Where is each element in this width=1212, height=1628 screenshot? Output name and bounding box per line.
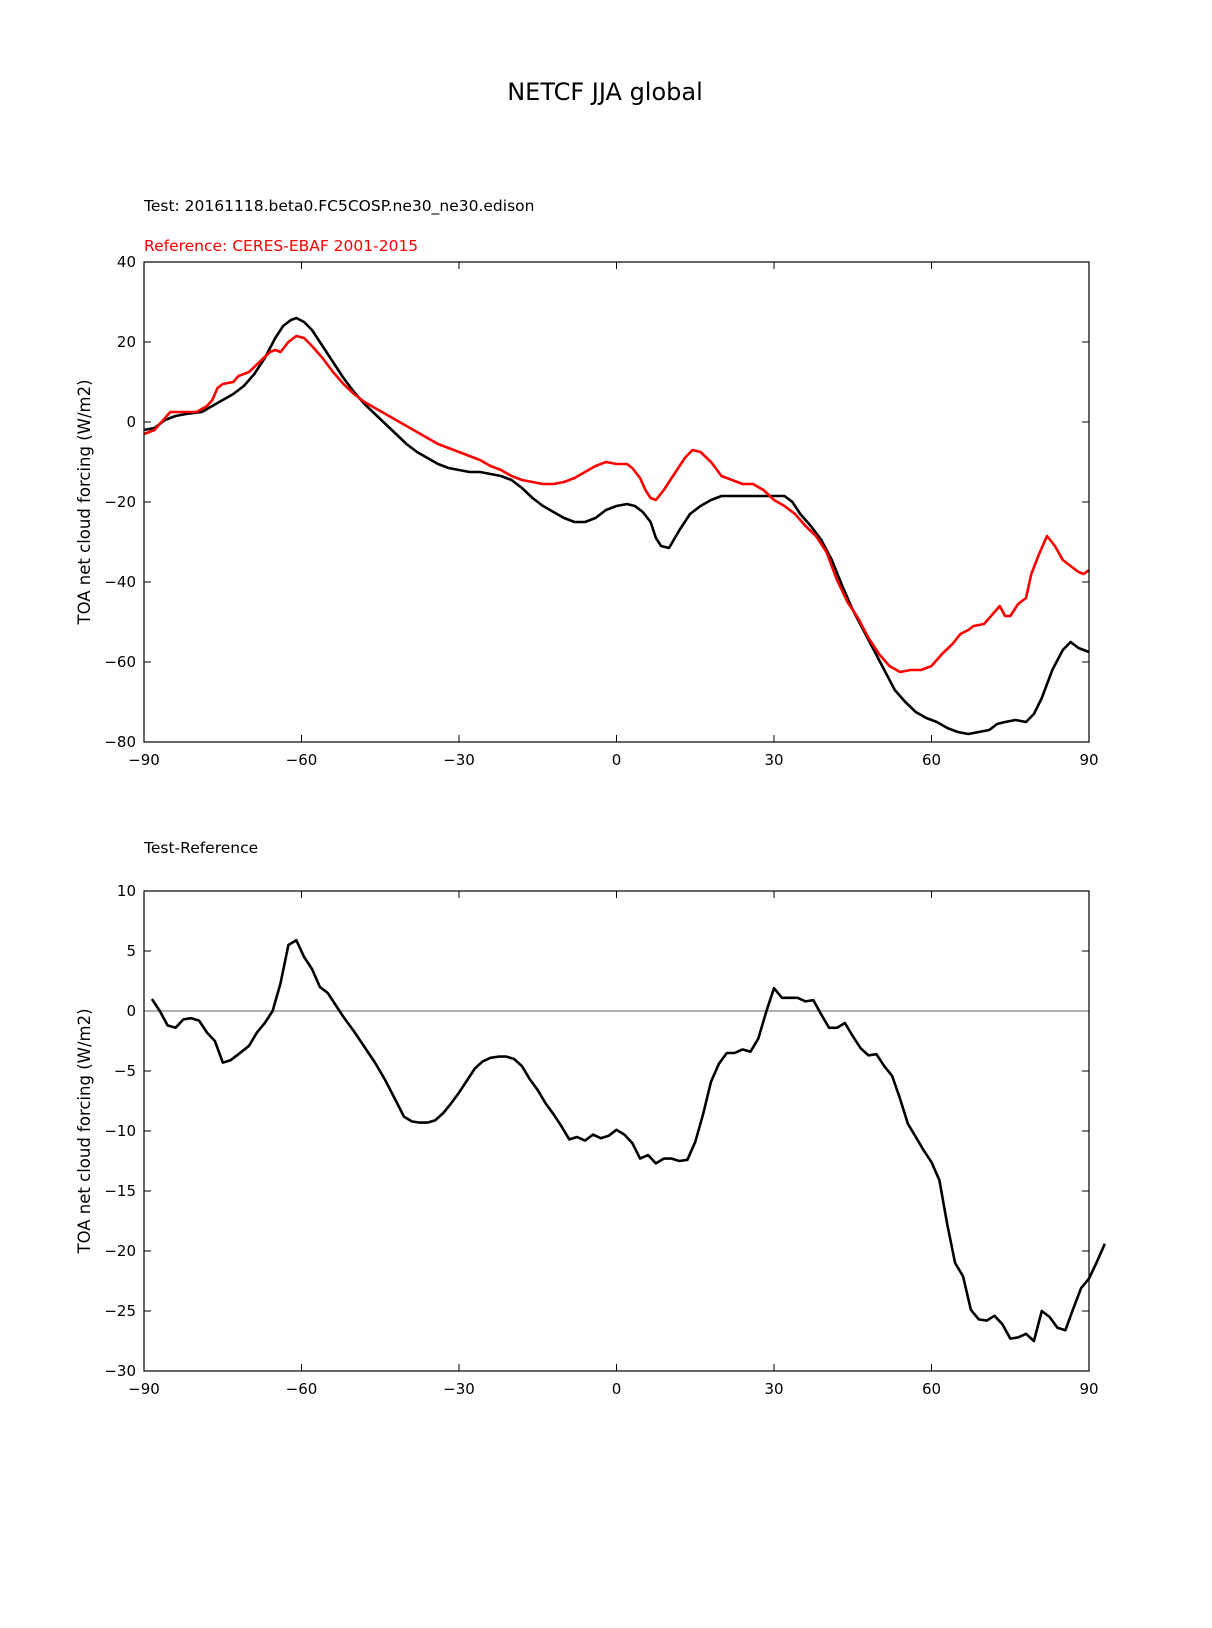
x-tick-label: 60 xyxy=(922,1380,941,1398)
x-tick-label: 30 xyxy=(764,1380,783,1398)
y-tick-label: 0 xyxy=(126,1002,136,1020)
bottom-plot-frame xyxy=(143,890,1090,1372)
top-series-lines xyxy=(143,316,1090,736)
test-series-line xyxy=(143,316,1090,736)
y-tick-label: −5 xyxy=(114,1062,136,1080)
test-series-line xyxy=(150,938,1106,1343)
reference-label: Reference: CERES-EBAF 2001-2015 xyxy=(144,237,418,255)
x-tick-label: −90 xyxy=(128,751,160,769)
y-tick-label: 5 xyxy=(126,942,136,960)
y-tick-label: 0 xyxy=(126,413,136,431)
y-tick-label: 20 xyxy=(117,333,136,351)
y-tick-label: −15 xyxy=(104,1182,136,1200)
y-tick-label: −10 xyxy=(104,1122,136,1140)
x-tick-label: 90 xyxy=(1079,1380,1098,1398)
bottom-y-axis-label: TOA net cloud forcing (W/m2) xyxy=(75,1008,94,1254)
x-tick-label: 0 xyxy=(612,1380,622,1398)
x-tick-label: −60 xyxy=(286,751,318,769)
y-tick-label: 40 xyxy=(117,253,136,271)
figure-title: NETCF JJA global xyxy=(507,78,703,106)
top-y-axis-label: TOA net cloud forcing (W/m2) xyxy=(75,379,94,625)
test-label: Test: 20161118.beta0.FC5COSP.ne30_ne30.e… xyxy=(143,197,534,216)
x-tick-label: 0 xyxy=(612,751,622,769)
bottom-axis-ticks: −90 −60 −30 0 30 60 90 −30 −25 −20 −15 −10 −5 0 5 10 xyxy=(104,882,1098,1398)
x-tick-label: −30 xyxy=(443,1380,475,1398)
bottom-panel: Test-Reference −90 −60 −30 0 30 60 90 −30 −25 −20… xyxy=(75,839,1106,1398)
x-tick-label: 90 xyxy=(1079,751,1098,769)
y-tick-label: −20 xyxy=(104,493,136,511)
x-tick-label: −90 xyxy=(128,1380,160,1398)
difference-label: Test-Reference xyxy=(143,839,258,857)
x-tick-label: −30 xyxy=(443,751,475,769)
top-panel: Test: 20161118.beta0.FC5COSP.ne30_ne30.e… xyxy=(75,197,1099,769)
x-tick-label: 60 xyxy=(922,751,941,769)
bottom-series-lines xyxy=(150,938,1106,1343)
y-tick-label: 10 xyxy=(117,882,136,900)
y-tick-label: −80 xyxy=(104,733,136,751)
y-tick-label: −20 xyxy=(104,1242,136,1260)
top-plot-frame xyxy=(143,261,1090,743)
top-axis-ticks: −90 −60 −30 0 30 60 90 −80 −60 −40 −20 0 20 40 xyxy=(104,253,1098,769)
y-tick-label: −25 xyxy=(104,1302,136,1320)
x-tick-label: −60 xyxy=(286,1380,318,1398)
reference-series-line xyxy=(143,334,1090,674)
y-tick-label: −30 xyxy=(104,1362,136,1380)
x-tick-label: 30 xyxy=(764,751,783,769)
y-tick-label: −60 xyxy=(104,653,136,671)
y-tick-label: −40 xyxy=(104,573,136,591)
